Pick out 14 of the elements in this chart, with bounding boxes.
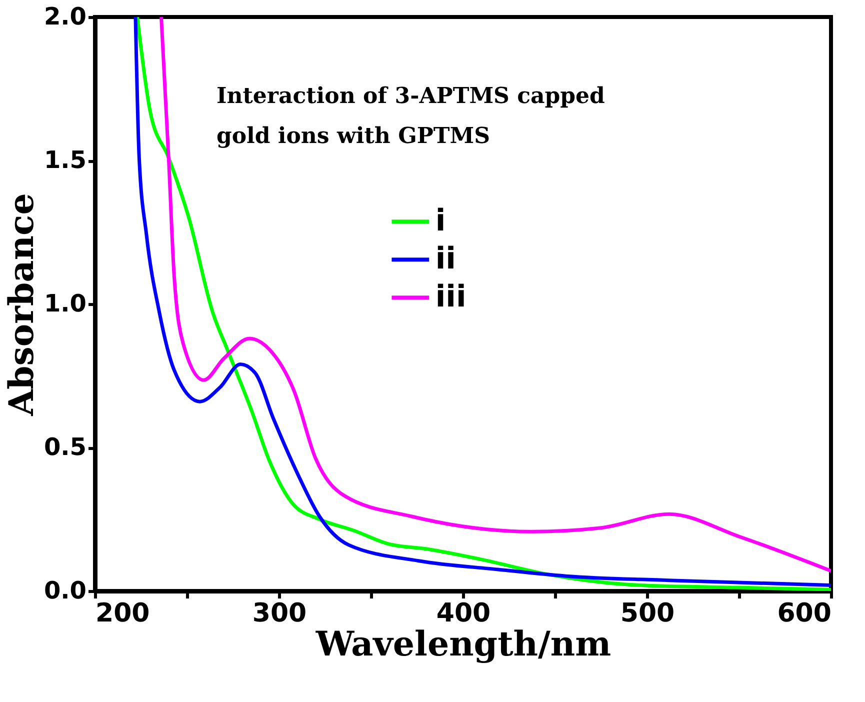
x-tick-label: 200 (96, 598, 150, 628)
y-tick-label: 1.5 (44, 146, 86, 174)
annotation: Interaction of 3-APTMS capped gold ions with GPTMS (216, 82, 605, 149)
legend-label: i (435, 204, 446, 239)
y-tick-label: 0.0 (44, 576, 86, 604)
y-tick-label: 0.5 (44, 433, 86, 461)
legend-label: ii (435, 242, 456, 277)
legend-label: iii (435, 280, 466, 315)
y-tick-label: 2.0 (44, 2, 86, 30)
x-tick-label: 600 (777, 598, 832, 628)
x-tick-label: 300 (252, 598, 307, 628)
y-axis-title: Absorbance (2, 193, 42, 417)
x-tick-label: 500 (620, 598, 675, 628)
y-tick-label: 1.0 (44, 290, 86, 318)
